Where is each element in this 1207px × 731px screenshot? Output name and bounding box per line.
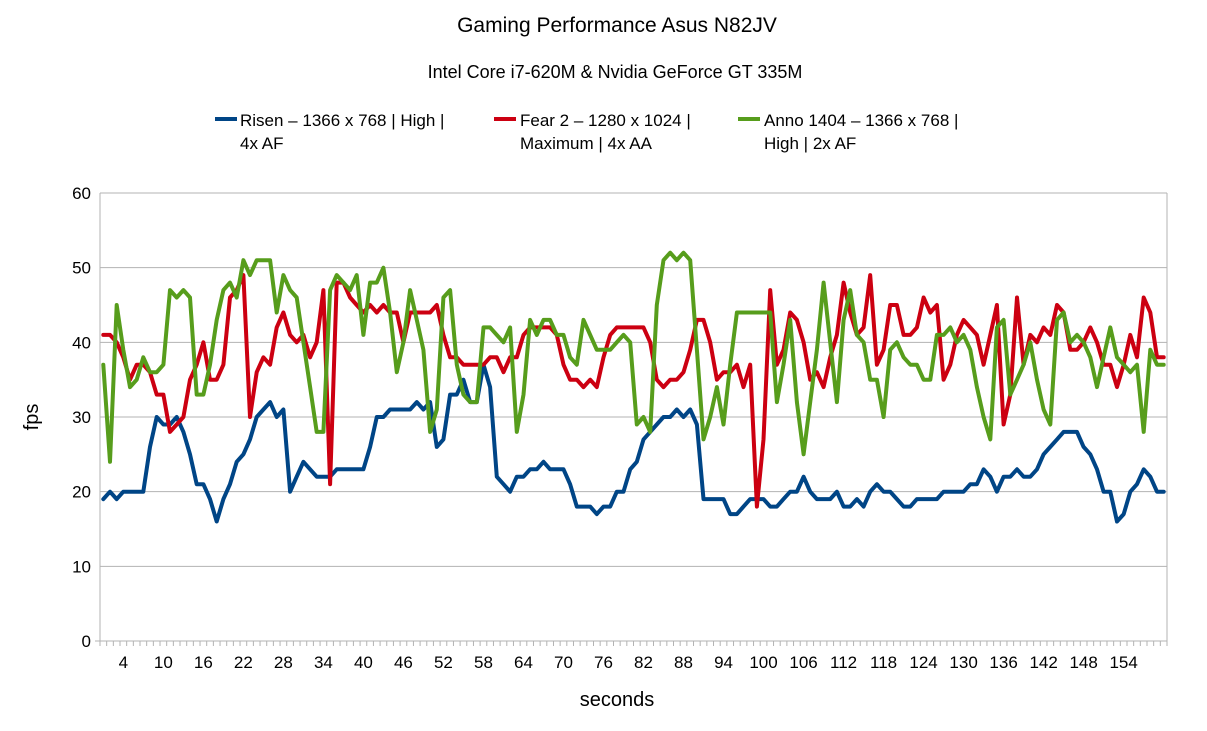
- x-tick-label: 142: [1029, 653, 1057, 672]
- x-tick-label: 22: [234, 653, 253, 672]
- x-tick-label: 76: [594, 653, 613, 672]
- x-tick-label: 34: [314, 653, 333, 672]
- series-line-risen: [101, 362, 1166, 524]
- x-tick-label: 124: [909, 653, 937, 672]
- x-tick-label: 136: [989, 653, 1017, 672]
- legend: Risen – 1366 x 768 | High | 4x AF Fear 2…: [215, 111, 958, 153]
- legend-label-fear2-line2: Maximum | 4x AA: [520, 134, 653, 153]
- x-tick-label: 82: [634, 653, 653, 672]
- y-axis-label: fps: [21, 404, 43, 431]
- x-tick-label: 130: [949, 653, 977, 672]
- legend-label-risen-line1: Risen – 1366 x 768 | High |: [240, 111, 444, 130]
- x-tick-label: 28: [274, 653, 293, 672]
- y-tick-label: 50: [72, 259, 91, 278]
- x-tick-label: 16: [194, 653, 213, 672]
- series-line-fear2: [101, 273, 1166, 509]
- x-axis-ticks: 4 10 16 22 28 34 40 46 52 58 64 70 76 82 88 94 100 106 112…: [99, 641, 1168, 672]
- x-tick-label: 46: [394, 653, 413, 672]
- y-axis-ticks: 0 10 20 30 40 50 60: [72, 184, 91, 651]
- legend-label-anno1404-line2: High | 2x AF: [764, 134, 856, 153]
- x-tick-label: 94: [714, 653, 733, 672]
- series-line-anno1404: [101, 250, 1166, 464]
- y-tick-label: 20: [72, 483, 91, 502]
- x-tick-label: 154: [1109, 653, 1137, 672]
- legend-swatch-anno1404: [738, 117, 760, 121]
- legend-item-risen: Risen – 1366 x 768 | High | 4x AF: [215, 111, 444, 153]
- x-tick-label: 52: [434, 653, 453, 672]
- y-tick-label: 60: [72, 184, 91, 203]
- legend-swatch-risen: [215, 117, 237, 121]
- x-tick-label: 88: [674, 653, 693, 672]
- legend-item-anno1404: Anno 1404 – 1366 x 768 | High | 2x AF: [738, 111, 958, 153]
- x-tick-label: 40: [354, 653, 373, 672]
- x-tick-label: 100: [749, 653, 777, 672]
- legend-swatch-fear2: [494, 117, 516, 121]
- series-lines: [101, 250, 1166, 524]
- y-tick-label: 10: [72, 557, 91, 576]
- x-axis-label: seconds: [580, 689, 655, 711]
- y-tick-label: 40: [72, 333, 91, 352]
- legend-label-risen-line2: 4x AF: [240, 134, 283, 153]
- legend-item-fear2: Fear 2 – 1280 x 1024 | Maximum | 4x AA: [494, 111, 691, 153]
- chart-title: Gaming Performance Asus N82JV: [457, 14, 777, 37]
- x-tick-label: 10: [154, 653, 173, 672]
- x-tick-label: 148: [1069, 653, 1097, 672]
- legend-label-anno1404-line1: Anno 1404 – 1366 x 768 |: [764, 111, 958, 130]
- x-tick-label: 112: [830, 653, 857, 672]
- x-tick-label: 64: [514, 653, 533, 672]
- chart-subtitle: Intel Core i7-620M & Nvidia GeForce GT 3…: [428, 62, 803, 82]
- x-tick-label: 118: [870, 653, 897, 672]
- x-tick-label: 58: [474, 653, 493, 672]
- x-tick-label: 4: [119, 653, 128, 672]
- legend-label-fear2-line1: Fear 2 – 1280 x 1024 |: [520, 111, 691, 130]
- y-tick-label: 30: [72, 408, 91, 427]
- y-tick-label: 0: [82, 632, 91, 651]
- x-tick-label: 106: [789, 653, 817, 672]
- x-tick-label: 70: [554, 653, 573, 672]
